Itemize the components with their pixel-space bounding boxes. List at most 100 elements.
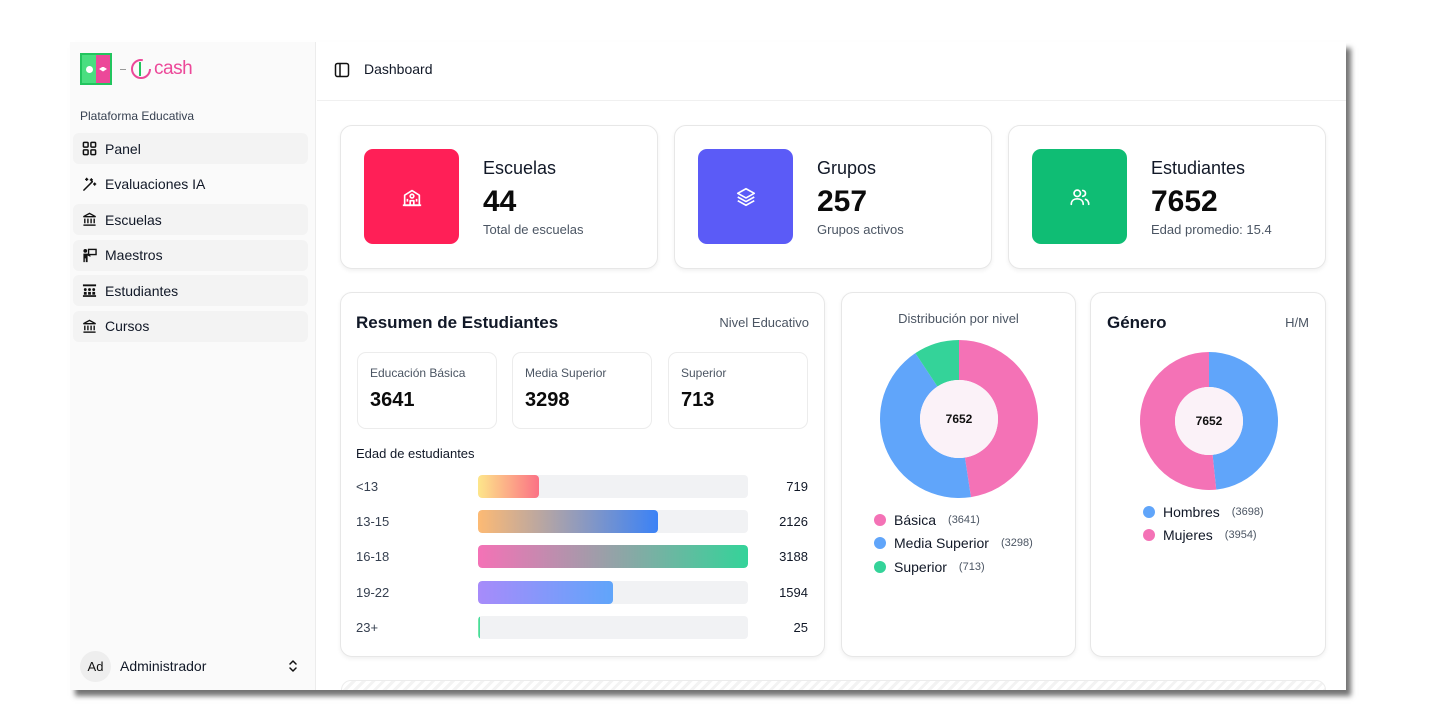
distribution-slice-b-sica[interactable]: [959, 340, 1038, 498]
age-range: <13: [356, 479, 379, 494]
distribution-slice-superior[interactable]: [915, 340, 959, 387]
level-value: 3641: [370, 389, 415, 411]
legend-dot: [874, 537, 886, 550]
layers-icon: [736, 187, 755, 206]
gender-donut-chart: 7652: [1140, 352, 1278, 490]
legend-count: (3698): [1231, 505, 1264, 518]
sidebar-item-label: Maestros: [105, 247, 163, 263]
level-value: 3298: [525, 389, 570, 411]
stat-tile: [698, 149, 793, 244]
sidebar: cash Plataforma Educativa Panel Evaluaci…: [70, 42, 316, 690]
stat-value: 257: [817, 185, 868, 218]
distribution-center-total: 7652: [946, 412, 973, 426]
brand-logo[interactable]: cash: [80, 53, 193, 85]
age-bar-fill: [478, 545, 748, 568]
gender-ratio-label: H/M: [1285, 315, 1309, 330]
sidebar-item-estudiantes[interactable]: Estudiantes: [73, 275, 308, 306]
legend-name: Superior: [894, 558, 947, 575]
level-name: Superior: [681, 366, 727, 380]
stat-subtitle: Grupos activos: [817, 222, 904, 237]
app-window: cash Plataforma Educativa Panel Evaluaci…: [70, 42, 1346, 690]
ages-title: Edad de estudiantes: [356, 446, 475, 461]
age-bar-track: [478, 616, 748, 639]
age-range: 19-22: [356, 585, 390, 600]
landmark-icon: [81, 318, 98, 335]
sidebar-item-panel[interactable]: Panel: [73, 133, 308, 164]
age-row-23-plus: 23+ 25: [356, 616, 808, 640]
gender-card: Género H/M 7652 Hombres (3698) Mujeres (…: [1090, 292, 1326, 657]
age-bar-fill: [478, 475, 539, 498]
sidebar-item-label: Escuelas: [105, 211, 162, 228]
age-bar-fill: [478, 581, 613, 604]
level-value: 713: [681, 389, 715, 411]
magic-wand-icon: [81, 176, 98, 193]
level-card-media-superior: Media Superior 3298: [512, 352, 652, 429]
stat-value: 7652: [1151, 185, 1218, 218]
user-menu[interactable]: Ad Administrador: [80, 650, 306, 682]
level-name: Educación Básica: [370, 366, 466, 380]
next-card-edge: [341, 680, 1326, 690]
age-count: 3188: [779, 549, 808, 564]
sidebar-item-label: Estudiantes: [105, 282, 179, 299]
age-bar-track: [478, 545, 748, 568]
stat-value: 44: [483, 185, 517, 218]
sidebar-item-label: Panel: [105, 140, 141, 157]
legend-dot: [874, 560, 886, 573]
legend-item-basica: Básica (3641): [874, 508, 1033, 532]
gender-slice-hombres[interactable]: [1209, 352, 1278, 490]
age-count: 1594: [779, 585, 808, 600]
chevron-up-down-icon: [289, 660, 297, 672]
main-content: Dashboard Escuelas 44 Total de escuelas …: [317, 42, 1346, 690]
student-summary-card: Resumen de Estudiantes Nivel Educativo E…: [340, 292, 825, 657]
sidebar-nav: Panel Evaluaciones IA Escuelas Maestros: [73, 133, 308, 346]
gender-center-hole: [1175, 387, 1243, 455]
legend-item-media-superior: Media Superior (3298): [874, 532, 1033, 556]
sidebar-item-maestros[interactable]: Maestros: [73, 239, 308, 271]
distribution-legend: Básica (3641) Media Superior (3298) Supe…: [874, 508, 1033, 579]
stat-subtitle: Total de escuelas: [483, 222, 584, 237]
age-bar-track: [478, 475, 748, 498]
legend-dot: [874, 513, 886, 526]
age-row-13-15: 13-15 2126: [356, 510, 808, 534]
age-row-19-22: 19-22 1594: [356, 581, 808, 605]
stat-card-escuelas[interactable]: Escuelas 44 Total de escuelas: [340, 125, 658, 269]
level-card-superior: Superior 713: [668, 352, 808, 429]
legend-item-superior: Superior (713): [874, 555, 1033, 579]
stat-tile: [1032, 149, 1127, 244]
platform-label: Plataforma Educativa: [80, 109, 195, 123]
logo-mark-icon: [80, 53, 112, 85]
legend-name: Media Superior: [894, 535, 989, 552]
legend-count: (713): [958, 560, 985, 573]
sidebar-item-cursos[interactable]: Cursos: [73, 310, 308, 342]
students-icon: [81, 282, 98, 299]
legend-name: Hombres: [1163, 503, 1220, 520]
legend-item-mujeres: Mujeres (3954): [1143, 524, 1264, 548]
age-count: 2126: [779, 514, 808, 529]
age-row-16-18: 16-18 3188: [356, 545, 808, 569]
summary-filter-label: Nivel Educativo: [719, 315, 809, 330]
sidebar-toggle-icon[interactable]: [334, 62, 350, 78]
legend-count: (3641): [948, 513, 980, 526]
stat-card-grupos[interactable]: Grupos 257 Grupos activos: [674, 125, 992, 269]
distribution-slice-media-superior[interactable]: [879, 353, 971, 499]
stat-title: Estudiantes: [1151, 158, 1246, 178]
distribution-center-hole: [920, 380, 998, 458]
legend-name: Mujeres: [1163, 527, 1213, 544]
age-bar-fill: [478, 510, 659, 533]
age-count: 25: [793, 620, 808, 635]
legend-count: (3954): [1224, 529, 1257, 542]
age-bar-track: [478, 510, 748, 533]
brand-name: cash: [154, 58, 193, 79]
stat-card-estudiantes[interactable]: Estudiantes 7652 Edad promedio: 15.4: [1008, 125, 1326, 269]
age-bar-fill: [478, 616, 481, 639]
user-name: Administrador: [120, 658, 207, 674]
age-bar-track: [478, 581, 748, 604]
gender-legend: Hombres (3698) Mujeres (3954): [1143, 500, 1264, 547]
summary-title: Resumen de Estudiantes: [356, 313, 559, 332]
gender-slice-mujeres[interactable]: [1140, 352, 1217, 490]
sidebar-item-evaluaciones[interactable]: Evaluaciones IA: [73, 169, 308, 200]
age-count: 719: [786, 479, 808, 494]
stat-subtitle: Edad promedio: 15.4: [1151, 222, 1272, 237]
gender-title: Género: [1107, 313, 1167, 332]
sidebar-item-escuelas[interactable]: Escuelas: [73, 204, 308, 235]
